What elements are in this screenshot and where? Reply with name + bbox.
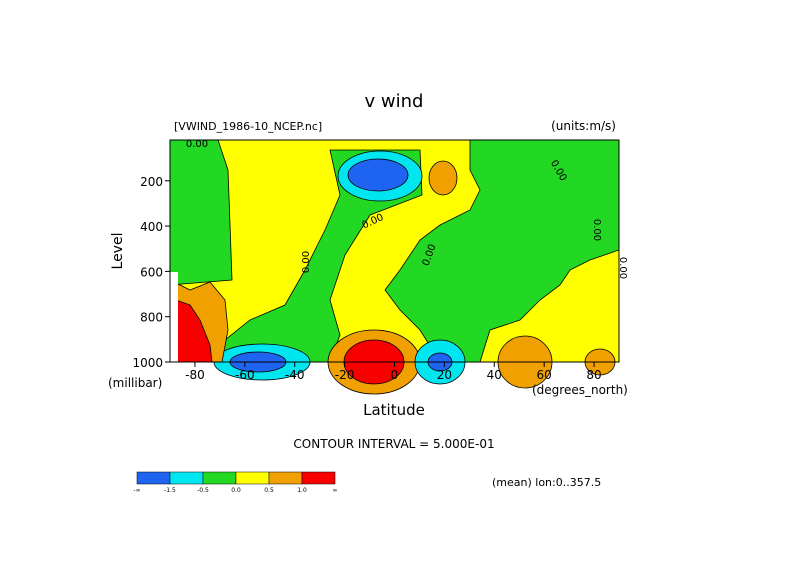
below-ground (170, 272, 178, 362)
x-axis-label: Latitude (363, 401, 425, 419)
chart-title: v wind (365, 91, 424, 112)
colorbar-label: 0.5 (264, 487, 274, 494)
x-axis-unit: (degrees_north) (532, 383, 628, 397)
contour-field (169, 139, 620, 395)
colorbar-swatch (268, 471, 303, 485)
contour-fill (428, 160, 458, 196)
colorbar-swatch (169, 471, 204, 485)
x-tick-label: 60 (537, 368, 552, 382)
subtitle: [VWIND_1986-10_NCEP.nc] (174, 120, 322, 133)
y-tick-label: 800 (140, 311, 163, 325)
x-tick-label: 40 (487, 368, 502, 382)
colorbar-swatch (202, 471, 237, 485)
colorbar-swatch (301, 471, 336, 485)
y-axis-unit: (millibar) (108, 376, 162, 390)
footer: (mean) lon:0..357.5 (492, 476, 601, 489)
colorbar-label: -0.5 (197, 487, 209, 494)
contour-interval: CONTOUR INTERVAL = 5.000E-01 (293, 437, 494, 451)
contour-label: 0.00 (186, 139, 208, 150)
x-tick-label: -60 (235, 368, 255, 382)
x-tick-label: -80 (185, 368, 205, 382)
y-tick-label: 400 (140, 220, 163, 234)
x-tick-label: 20 (437, 368, 452, 382)
contour-label: 0.00 (617, 257, 628, 279)
units: (units:m/s) (551, 119, 616, 133)
y-axis-label: Level (110, 233, 126, 270)
contour-label: 0.00 (591, 219, 602, 241)
colorbar-label: -∞ (133, 487, 140, 494)
colorbar-label: ∞ (333, 487, 338, 494)
colorbar-swatch (235, 471, 270, 485)
colorbar-label: 0.0 (231, 487, 241, 494)
y-tick-label: 200 (140, 175, 163, 189)
x-tick-label: -40 (285, 368, 305, 382)
y-tick-label: 600 (140, 265, 163, 279)
x-tick-label: 80 (586, 368, 601, 382)
x-tick-label: -20 (335, 368, 355, 382)
colorbar-label: -1.5 (164, 487, 176, 494)
contour-fill (347, 158, 409, 192)
x-tick-label: 0 (391, 368, 399, 382)
colorbar-label: 1.0 (297, 487, 307, 494)
contour-label: 0.00 (301, 251, 312, 273)
contour-fill (169, 139, 233, 286)
colorbar-swatch (136, 471, 171, 485)
y-tick-label: 1000 (132, 356, 163, 370)
